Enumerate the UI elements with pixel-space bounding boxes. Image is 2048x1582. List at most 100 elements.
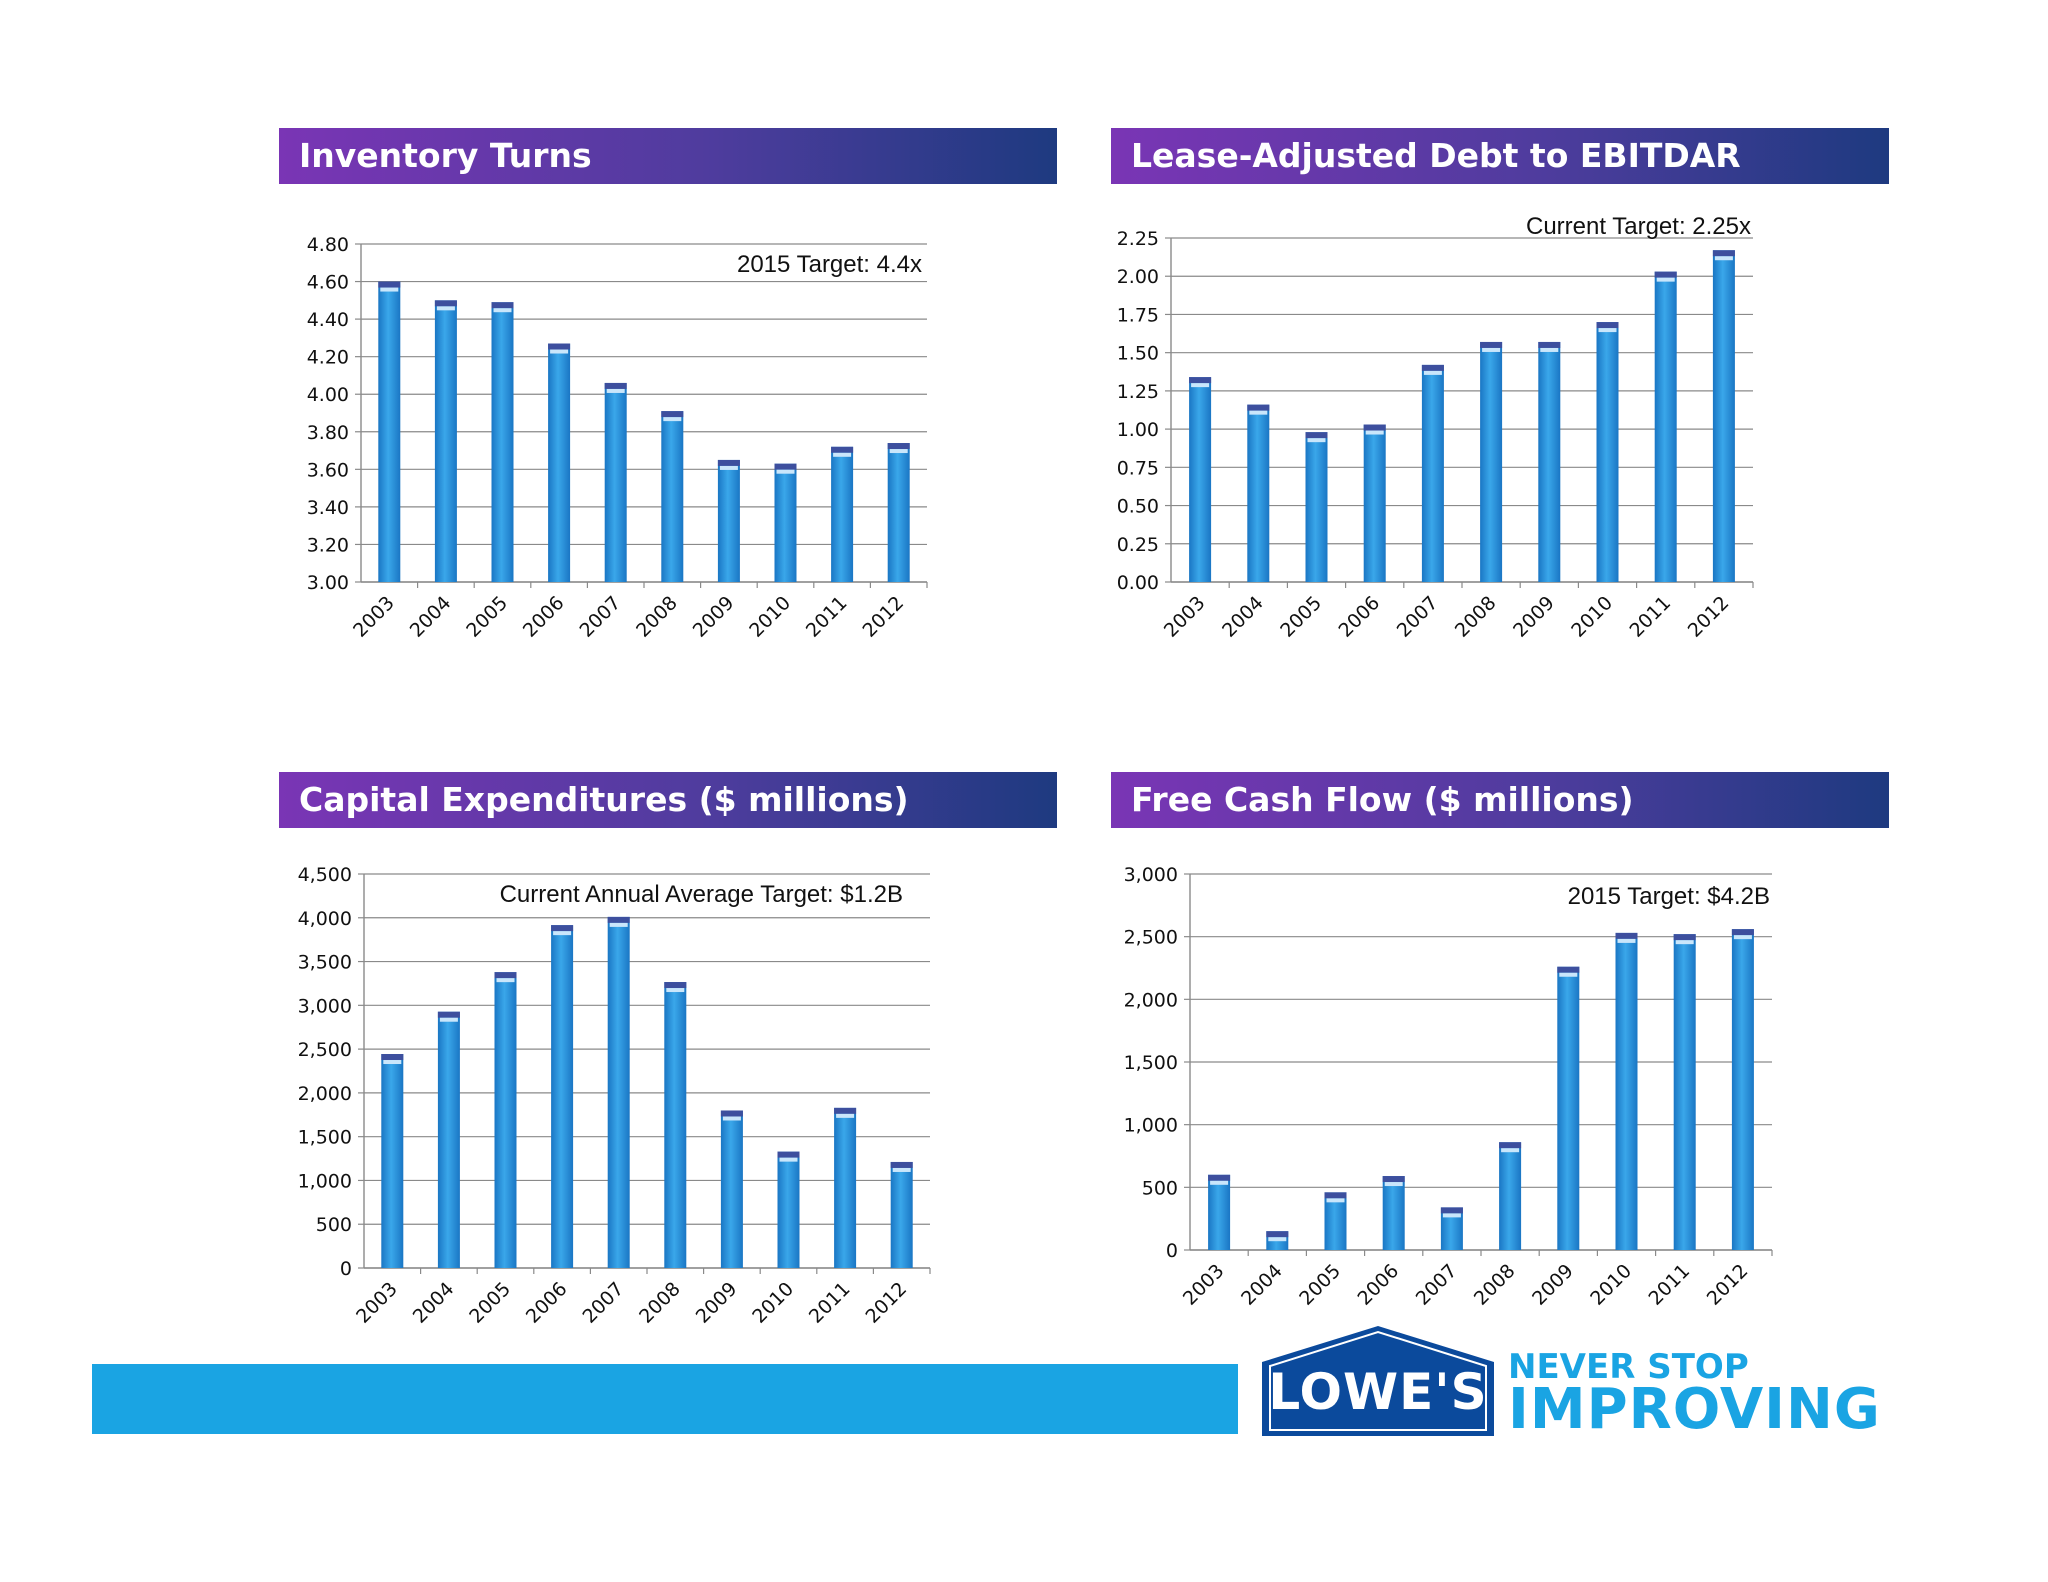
bar-highlight [719, 465, 738, 470]
y-tick-label: 0.75 [1117, 457, 1159, 479]
bar-highlight [663, 417, 682, 422]
panel-title: Capital Expenditures ($ millions) [279, 772, 1057, 828]
bar [1189, 377, 1212, 582]
capital-expenditures-panel: Capital Expenditures ($ millions) 0 500 1,… [279, 772, 1057, 1362]
bar-cap [551, 925, 574, 932]
x-tick-label: 2003 [352, 1278, 402, 1328]
bar-cap [1208, 1174, 1231, 1181]
bar-cap [381, 1054, 404, 1061]
y-tick-label: 2,000 [298, 1083, 352, 1105]
bar-highlight [606, 388, 625, 393]
panel-title: Inventory Turns [279, 128, 1057, 184]
bar-cap [664, 982, 687, 989]
bar-cap [1615, 932, 1638, 939]
bar-highlight [666, 988, 685, 993]
bar-cap [494, 972, 517, 979]
bar-cap [1421, 364, 1444, 371]
x-tick-label: 2004 [409, 1278, 459, 1328]
y-tick-label: 3.60 [307, 459, 349, 481]
bar-cap [1673, 934, 1696, 941]
bar [1712, 250, 1735, 582]
bar-highlight [1559, 972, 1578, 977]
y-tick-label: 3,500 [298, 952, 352, 974]
x-tick-label: 2012 [1684, 592, 1734, 642]
y-tick-label: 2.00 [1117, 266, 1159, 288]
x-tick-label: 2012 [861, 1278, 911, 1328]
bar [1480, 341, 1503, 582]
x-tick-label: 2008 [635, 1278, 685, 1328]
bar-cap [1440, 1207, 1463, 1214]
x-tick-label: 2010 [748, 1278, 798, 1328]
bar-highlight [1733, 935, 1752, 940]
panel-title: Free Cash Flow ($ millions) [1111, 772, 1889, 828]
bar-highlight [1617, 938, 1636, 943]
bar-highlight [550, 349, 569, 354]
x-tick-label: 2005 [1295, 1260, 1345, 1310]
bar-cap [1596, 322, 1619, 329]
bar-cap [1499, 1142, 1522, 1149]
bar-highlight [1598, 328, 1617, 333]
x-tick-label: 2005 [465, 1278, 515, 1328]
inventory-turns-panel: Inventory Turns 3.00 3.20 3.40 3.60 3.80 4.00… [279, 128, 1057, 688]
target-annotation: Current Annual Average Target: $1.2B [500, 881, 903, 908]
tagline-line-1: NEVER STOP [1508, 1347, 1749, 1387]
bar-cap [774, 463, 797, 470]
bar [1421, 364, 1444, 582]
y-tick-label: 1,500 [1124, 1052, 1178, 1074]
bar-highlight [1365, 430, 1384, 435]
bar-cap [548, 343, 571, 350]
bar-highlight [892, 1167, 911, 1172]
debt-to-ebitdar-panel: Lease-Adjusted Debt to EBITDAR 0.00 0.25 0… [1111, 128, 1889, 688]
y-tick-label: 3.00 [307, 572, 349, 594]
x-tick-label: 2004 [406, 592, 456, 642]
lowes-logo-icon [1262, 1326, 1494, 1436]
y-tick-label: 500 [1142, 1177, 1178, 1199]
bar [1673, 934, 1696, 1250]
bar-highlight [1482, 347, 1501, 352]
bar-highlight [1656, 277, 1675, 282]
bar-highlight [1423, 370, 1442, 375]
bar-highlight [1714, 256, 1733, 261]
bar [551, 925, 574, 1268]
bar-highlight [1249, 410, 1268, 415]
bar-highlight [1210, 1180, 1229, 1185]
x-tick-label: 2011 [802, 592, 852, 642]
x-tick-label: 2005 [462, 592, 512, 642]
bar-cap [1247, 404, 1270, 411]
y-tick-label: 0.00 [1117, 572, 1159, 594]
bar-cap [1266, 1231, 1289, 1238]
y-tick-label: 1.00 [1117, 419, 1159, 441]
bar-highlight [383, 1060, 402, 1065]
y-tick-label: 2,000 [1124, 989, 1178, 1011]
bar [604, 382, 627, 582]
bar [664, 982, 687, 1268]
bar [1654, 271, 1677, 582]
bar-cap [1324, 1192, 1347, 1199]
target-annotation: 2015 Target: $4.2B [1568, 883, 1770, 910]
y-tick-label: 1,500 [298, 1127, 352, 1149]
bar-cap [1382, 1176, 1405, 1183]
bar [834, 1107, 857, 1268]
bar-cap [1557, 966, 1580, 973]
y-tick-label: 1.50 [1117, 343, 1159, 365]
bar [1324, 1192, 1347, 1250]
x-tick-label: 2003 [1179, 1260, 1229, 1310]
bar [491, 302, 514, 582]
bar [1731, 929, 1754, 1250]
bar-highlight [1540, 347, 1559, 352]
x-tick-label: 2006 [522, 1278, 572, 1328]
bar [887, 443, 910, 582]
bar [661, 411, 684, 582]
x-tick-label: 2007 [1412, 1260, 1462, 1310]
bar-cap [777, 1151, 800, 1158]
x-tick-label: 2005 [1276, 592, 1326, 642]
bar-cap [434, 300, 457, 307]
bar [1538, 341, 1561, 582]
x-tick-label: 2004 [1237, 1260, 1287, 1310]
target-annotation: 2015 Target: 4.4x [737, 251, 922, 278]
bar-cap [890, 1161, 913, 1168]
x-tick-label: 2008 [1470, 1260, 1520, 1310]
bar-highlight [493, 308, 512, 313]
tagline-line-2: IMPROVING [1508, 1377, 1881, 1442]
bar [1305, 432, 1328, 582]
